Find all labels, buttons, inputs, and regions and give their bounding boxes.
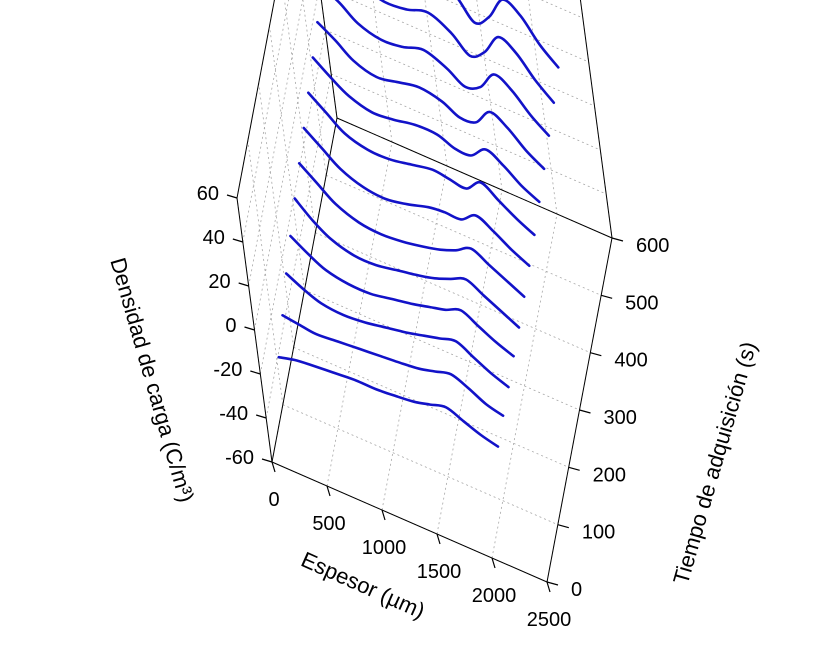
y-tick-mark	[557, 524, 569, 529]
series-line-t250	[297, 162, 526, 298]
series-line-t500	[334, 0, 551, 137]
floor-grid-line	[293, 346, 569, 468]
tick-labels: 050010001500200025000100200300400500600-…	[197, 183, 670, 631]
z-tick-mark	[250, 370, 261, 375]
wall-grid-line	[242, 0, 289, 243]
axis-edge	[271, 461, 548, 583]
x-tick-mark	[546, 581, 551, 593]
z-tick-mark	[244, 326, 255, 331]
series-line-t550	[378, 0, 556, 104]
z-axis-label: Densidad de carga (C/m³)	[105, 255, 199, 505]
x-tick-mark	[326, 485, 331, 497]
y-tick-mark	[601, 294, 613, 299]
x-tick-mark	[271, 461, 276, 473]
axis-edge	[579, 0, 613, 239]
y-tick-label: 400	[614, 350, 647, 372]
y-tick-mark	[611, 237, 624, 242]
y-tick-label: 200	[593, 464, 626, 486]
x-tick-label: 0	[268, 489, 279, 511]
axis-edge	[336, 117, 613, 239]
wall-grid-line	[259, 29, 326, 375]
z-tick-label: 60	[197, 183, 219, 205]
wall-grid-line	[325, 29, 601, 151]
axis-edge	[320, 0, 338, 119]
axis-edge	[236, 0, 275, 199]
z-tick-label: 40	[203, 227, 225, 249]
series-line-t350	[307, 91, 536, 237]
z-tick-label: -20	[213, 359, 242, 381]
y-tick-mark	[590, 352, 602, 357]
wall-grid-line	[254, 0, 318, 331]
x-tick-label: 1500	[417, 561, 462, 583]
z-tick-mark	[226, 194, 238, 199]
z-tick-mark	[261, 458, 273, 463]
z-tick-mark	[238, 282, 249, 287]
wall-grid-line	[248, 0, 304, 287]
series-line-t300	[302, 126, 531, 268]
floor-grid-line	[326, 174, 602, 296]
series-line-t100	[284, 272, 510, 389]
series-line-t400	[311, 56, 541, 204]
wall-grid-line	[476, 0, 503, 191]
z-tick-label: 0	[225, 315, 236, 337]
z-tick-label: 20	[208, 271, 230, 293]
y-axis-label: Tiempo de adquisición (s)	[668, 339, 761, 587]
wall-grid-line	[372, 0, 393, 143]
wall-grid-line	[528, 0, 558, 215]
series-line-t200	[293, 197, 521, 329]
series-layer	[277, 0, 560, 448]
series-line-t150	[289, 234, 515, 358]
y-tick-label: 300	[604, 407, 637, 429]
y-tick-mark	[579, 409, 591, 414]
y-tick-label: 600	[636, 235, 669, 257]
wall-grid-line	[331, 73, 607, 195]
wall-grid-line	[350, 0, 595, 107]
wall-grid-line	[284, 0, 316, 233]
x-tick-mark	[491, 557, 496, 569]
z-tick-mark	[255, 414, 267, 419]
wall-grid-line	[247, 140, 284, 405]
z-tick-label: -40	[219, 403, 248, 425]
series-line-t50	[281, 314, 505, 417]
axis-frame	[236, 0, 613, 583]
x-tick-label: 2000	[472, 585, 517, 607]
wall-grid-line	[445, 0, 589, 63]
y-tick-label: 500	[625, 292, 658, 314]
wall-grid-line	[580, 0, 613, 239]
x-tick-label: 1000	[362, 537, 407, 559]
series-line-t450	[316, 20, 546, 171]
floor-grid-line	[315, 232, 591, 354]
z-tick-mark	[232, 238, 244, 243]
x-tick-mark	[436, 533, 441, 545]
z-tick-label: -60	[225, 447, 254, 469]
y-tick-mark	[568, 466, 580, 471]
x-tick-label: 500	[312, 513, 345, 535]
floor-grid-line	[282, 404, 558, 526]
y-tick-label: 100	[582, 522, 615, 544]
grid-layer	[236, 0, 613, 583]
x-tick-mark	[381, 509, 386, 521]
y-tick-mark	[546, 581, 559, 586]
series-line-t0	[277, 355, 500, 448]
series-line-t600	[457, 0, 560, 69]
y-tick-label: 0	[571, 579, 582, 601]
floor-grid-line	[304, 289, 580, 411]
x-tick-label: 2500	[527, 609, 572, 631]
